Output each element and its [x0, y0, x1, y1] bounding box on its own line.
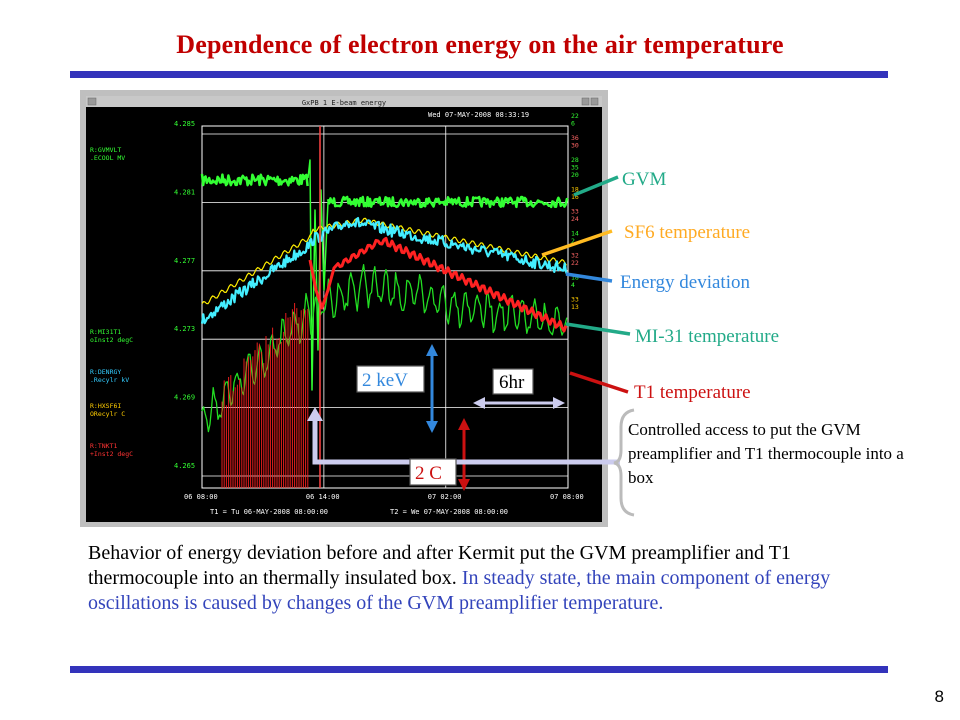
y-tick-label: 4.277 — [174, 257, 195, 265]
plot-window: GxPB 1 E-beam energy Wed 07-MAY-2008 08:… — [80, 90, 608, 527]
legend-t1-unit: +Inst2 degC — [90, 450, 133, 458]
window-title: GxPB 1 E-beam energy — [302, 99, 386, 107]
legend-gvm-name: R:GVMVLT — [90, 146, 121, 154]
trace-t1 — [308, 236, 568, 333]
energy-deviation-label: Energy deviation — [620, 272, 750, 293]
right-scale-value: 30 — [571, 142, 579, 150]
y-axis-ticks: 4.285 4.281 4.277 4.273 4.269 4.265 — [174, 120, 195, 470]
trace-gvm-after — [326, 195, 569, 209]
mi31-temperature-label: MI-31 temperature — [635, 326, 779, 347]
right-scale-value: 24 — [571, 215, 579, 223]
hr-arrow-left — [473, 397, 485, 409]
c-label: 2 C — [415, 463, 442, 484]
access-pointer-arrow — [307, 407, 323, 421]
window-titlebar[interactable] — [86, 96, 602, 107]
right-scale-value: 22 — [571, 259, 579, 267]
trace-gvm — [200, 173, 309, 187]
trace-mi31 — [201, 264, 568, 433]
hr-label-box — [492, 368, 534, 395]
right-scale-value: 28 — [571, 156, 579, 164]
slide-caption: Behavior of energy deviation before and … — [88, 541, 868, 616]
legend-gvm-unit: .ECOOL MV — [90, 154, 125, 162]
hr-arrow-right — [553, 397, 565, 409]
access-brace — [613, 408, 635, 517]
page-number: 8 — [934, 687, 944, 706]
x-tick-label: 07 08:00 — [550, 493, 584, 501]
sf6-temperature-label: SF6 temperature — [624, 222, 750, 243]
access-pointer-line — [312, 420, 620, 465]
legend-energy-name: R:DENRGY — [90, 368, 121, 376]
t2-time-label: T2 = We 07-MAY-2008 08:00:00 — [390, 508, 508, 516]
legend-mi31-unit: oInst2 degC — [90, 336, 133, 344]
y-tick-label: 4.285 — [174, 120, 195, 128]
right-scale-value: 2 — [571, 237, 575, 245]
legend-energy-unit: .Recylr kV — [90, 376, 129, 384]
legend-t1-name: R:TNKT1 — [90, 442, 117, 450]
right-scale-value: 13 — [571, 303, 579, 311]
right-scale-value: 32 — [571, 252, 579, 260]
t1-time-label: T1 = Tu 06-MAY-2008 08:00:00 — [210, 508, 328, 516]
y-tick-label: 4.281 — [174, 188, 195, 196]
legend-mi31-name: R:MI31T1 — [90, 328, 121, 336]
y-tick-label: 4.265 — [174, 462, 195, 470]
access-note: Controlled access to put the GVM preampl… — [628, 420, 904, 487]
right-scale-value: 36 — [571, 134, 579, 142]
x-tick-label: 06 14:00 — [306, 493, 340, 501]
x-tick-label: 07 02:00 — [428, 493, 462, 501]
c-arrow-top — [458, 418, 470, 430]
window-menu-icon[interactable] — [87, 97, 97, 106]
slide-title: Dependence of electron energy on the air… — [176, 30, 784, 59]
hr-label: 6hr — [499, 372, 525, 393]
gvm-pointer — [573, 175, 619, 197]
gvm-label: GVM — [622, 169, 666, 190]
right-scale-value: 18 — [571, 274, 579, 282]
minimize-icon[interactable] — [581, 97, 590, 106]
t1-pointer — [569, 371, 629, 394]
kev-label-box — [356, 365, 425, 393]
window-timestamp: Wed 07-MAY-2008 08:33:19 — [428, 111, 529, 119]
t1-temperature-label: T1 temperature — [634, 382, 751, 403]
right-scale-value: 4 — [571, 281, 575, 289]
caption-part1: Behavior of energy deviation before and … — [88, 542, 791, 589]
y-tick-label: 4.273 — [174, 325, 195, 333]
plot-traces — [200, 126, 569, 488]
sf6-pointer — [541, 229, 613, 257]
legend-sf6-name: R:HXSF6I — [90, 402, 121, 410]
energy-pointer — [565, 272, 613, 283]
right-scale-value: 18 — [571, 186, 579, 194]
right-scale-value: 33 — [571, 296, 579, 304]
bottom-rule — [70, 666, 888, 673]
x-axis-ticks: 06 08:00 06 14:00 07 02:00 07 08:00 — [184, 493, 584, 501]
title-underline — [70, 71, 888, 78]
maximize-icon[interactable] — [590, 97, 599, 106]
right-scale-value: 6 — [571, 120, 575, 128]
kev-arrow-top — [426, 344, 438, 356]
caption-part2: In steady state, the main component of e… — [88, 567, 831, 614]
right-scale-value: 16 — [571, 193, 579, 201]
right-scale-value: 33 — [571, 208, 579, 216]
right-scale-value: 22 — [571, 112, 579, 120]
c-label-box — [409, 458, 457, 486]
right-scale-value: 14 — [571, 230, 579, 238]
plot-border — [201, 125, 569, 489]
trace-gvm-spike — [307, 159, 329, 391]
right-scale-value: 35 — [571, 164, 579, 172]
right-scale-value: 20 — [571, 171, 579, 179]
kev-arrow-bottom — [426, 421, 438, 433]
trace-energy — [200, 217, 569, 325]
c-arrow-bottom — [458, 479, 470, 491]
legend-sf6-unit: ORecylr C — [90, 410, 125, 418]
kev-label: 2 keV — [362, 370, 408, 391]
mi31-pointer — [565, 322, 631, 336]
x-tick-label: 06 08:00 — [184, 493, 218, 501]
y-tick-label: 4.269 — [174, 394, 195, 402]
